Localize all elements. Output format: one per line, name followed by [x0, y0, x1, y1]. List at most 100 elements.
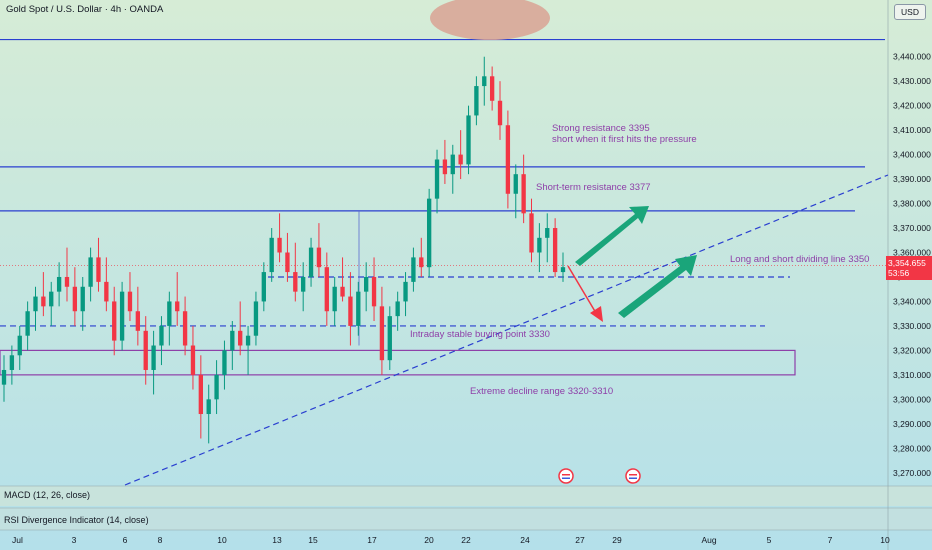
candle-body[interactable] — [411, 257, 416, 282]
event-flag-stripe — [562, 474, 570, 476]
candle-body[interactable] — [332, 286, 337, 312]
candle-body[interactable] — [489, 76, 495, 101]
candle-body[interactable] — [513, 174, 518, 194]
candle-body[interactable] — [316, 247, 322, 268]
candle-body[interactable] — [25, 311, 30, 336]
y-tick-label: 3,360.000 — [893, 248, 931, 258]
candle-body[interactable] — [419, 257, 424, 268]
candle-body[interactable] — [64, 276, 70, 287]
y-tick-label: 3,370.000 — [893, 223, 931, 233]
event-flag-stripe — [629, 477, 637, 479]
y-tick-label: 3,340.000 — [893, 296, 931, 306]
candle-body[interactable] — [182, 311, 188, 346]
candle-body[interactable] — [17, 335, 22, 356]
candle-body[interactable] — [261, 272, 266, 302]
time-axis[interactable]: Jul 3 6 8 10 13 15 17 20 22 24 27 29 Aug 5 7 10 — [12, 535, 890, 545]
candle-body[interactable] — [552, 228, 558, 273]
candle-body[interactable] — [308, 247, 314, 277]
candle-body[interactable] — [537, 237, 542, 253]
rsi-pane-label[interactable]: RSI Divergence Indicator (14, close) — [4, 515, 149, 525]
candle-body[interactable] — [545, 228, 550, 238]
candle-body[interactable] — [466, 115, 471, 165]
candle-body[interactable] — [119, 291, 125, 341]
decline-range-label: Extreme decline range 3320-3310 — [470, 386, 613, 397]
candle-body[interactable] — [253, 301, 259, 336]
candle-body[interactable] — [151, 345, 156, 370]
x-tick-label: 20 — [424, 535, 434, 545]
candle-body[interactable] — [80, 286, 85, 312]
candle-body[interactable] — [127, 291, 133, 312]
candle-body[interactable] — [403, 281, 408, 302]
candle-body[interactable] — [395, 301, 400, 317]
candle-body[interactable] — [56, 276, 62, 292]
candlesticks[interactable] — [1, 56, 566, 444]
candle-body[interactable] — [135, 311, 141, 331]
candle-body[interactable] — [238, 330, 243, 346]
candle-body[interactable] — [442, 159, 448, 175]
candle-body[interactable] — [340, 286, 345, 297]
candle-body[interactable] — [1, 369, 7, 385]
candle-body[interactable] — [9, 355, 15, 370]
candle-body[interactable] — [497, 100, 503, 126]
candle-body[interactable] — [269, 237, 274, 273]
candle-body[interactable] — [33, 296, 38, 312]
candle-body[interactable] — [72, 286, 78, 312]
candle-body[interactable] — [104, 281, 109, 302]
candle-body[interactable] — [458, 154, 463, 165]
candle-body[interactable] — [222, 350, 227, 375]
y-tick-label: 3,310.000 — [893, 370, 931, 380]
candle-body[interactable] — [190, 345, 196, 375]
candle-body[interactable] — [482, 76, 487, 87]
x-tick-label: 29 — [612, 535, 622, 545]
candle-body[interactable] — [505, 125, 511, 194]
currency-button[interactable]: USD — [894, 4, 926, 20]
candle-body[interactable] — [167, 301, 172, 326]
candle-body[interactable] — [426, 198, 432, 268]
candle-body[interactable] — [245, 335, 251, 346]
candle-body[interactable] — [371, 276, 377, 307]
bar-countdown: 53:56 — [888, 268, 910, 278]
candle-body[interactable] — [88, 257, 93, 287]
candle-body[interactable] — [230, 330, 235, 351]
x-tick-label: 8 — [158, 535, 163, 545]
event-flag-icon[interactable] — [558, 468, 574, 484]
candle-body[interactable] — [143, 330, 148, 370]
candle-body[interactable] — [450, 154, 455, 175]
candle-body[interactable] — [175, 301, 180, 312]
y-tick-label: 3,410.000 — [893, 125, 931, 135]
event-flag-icon[interactable] — [625, 468, 641, 484]
x-tick-label: 5 — [767, 535, 772, 545]
candle-body[interactable] — [293, 272, 298, 292]
candle-body[interactable] — [277, 237, 282, 253]
macd-pane-label[interactable]: MACD (12, 26, close) — [4, 490, 91, 500]
candle-body[interactable] — [41, 296, 46, 307]
candle-body[interactable] — [285, 252, 290, 273]
y-tick-label: 3,380.000 — [893, 199, 931, 209]
candle-body[interactable] — [324, 267, 329, 312]
strong-resistance-label: Strong resistance 3395 — [552, 123, 650, 134]
candle-body[interactable] — [206, 399, 211, 415]
highlight-ellipse — [430, 0, 550, 40]
candle-body[interactable] — [474, 86, 479, 116]
candle-body[interactable] — [112, 301, 117, 341]
candle-body[interactable] — [387, 316, 392, 361]
event-flag-stripe — [629, 474, 637, 476]
candle-body[interactable] — [214, 374, 219, 400]
candle-body[interactable] — [159, 325, 164, 346]
candle-body[interactable] — [521, 174, 526, 214]
candle-body[interactable] — [560, 267, 566, 273]
candle-body[interactable] — [529, 213, 534, 253]
candle-body[interactable] — [96, 257, 101, 282]
candle-body[interactable] — [49, 291, 54, 307]
candle-body[interactable] — [364, 276, 369, 292]
candle-body[interactable] — [348, 296, 353, 326]
candle-body[interactable] — [434, 159, 440, 199]
candle-body[interactable] — [198, 374, 203, 415]
x-tick-label: 13 — [272, 535, 282, 545]
candle-body[interactable] — [356, 291, 361, 326]
current-price-tag: 3,354.655 53:56 — [886, 256, 932, 280]
candle-body[interactable] — [379, 306, 385, 361]
candle-body[interactable] — [301, 276, 306, 292]
